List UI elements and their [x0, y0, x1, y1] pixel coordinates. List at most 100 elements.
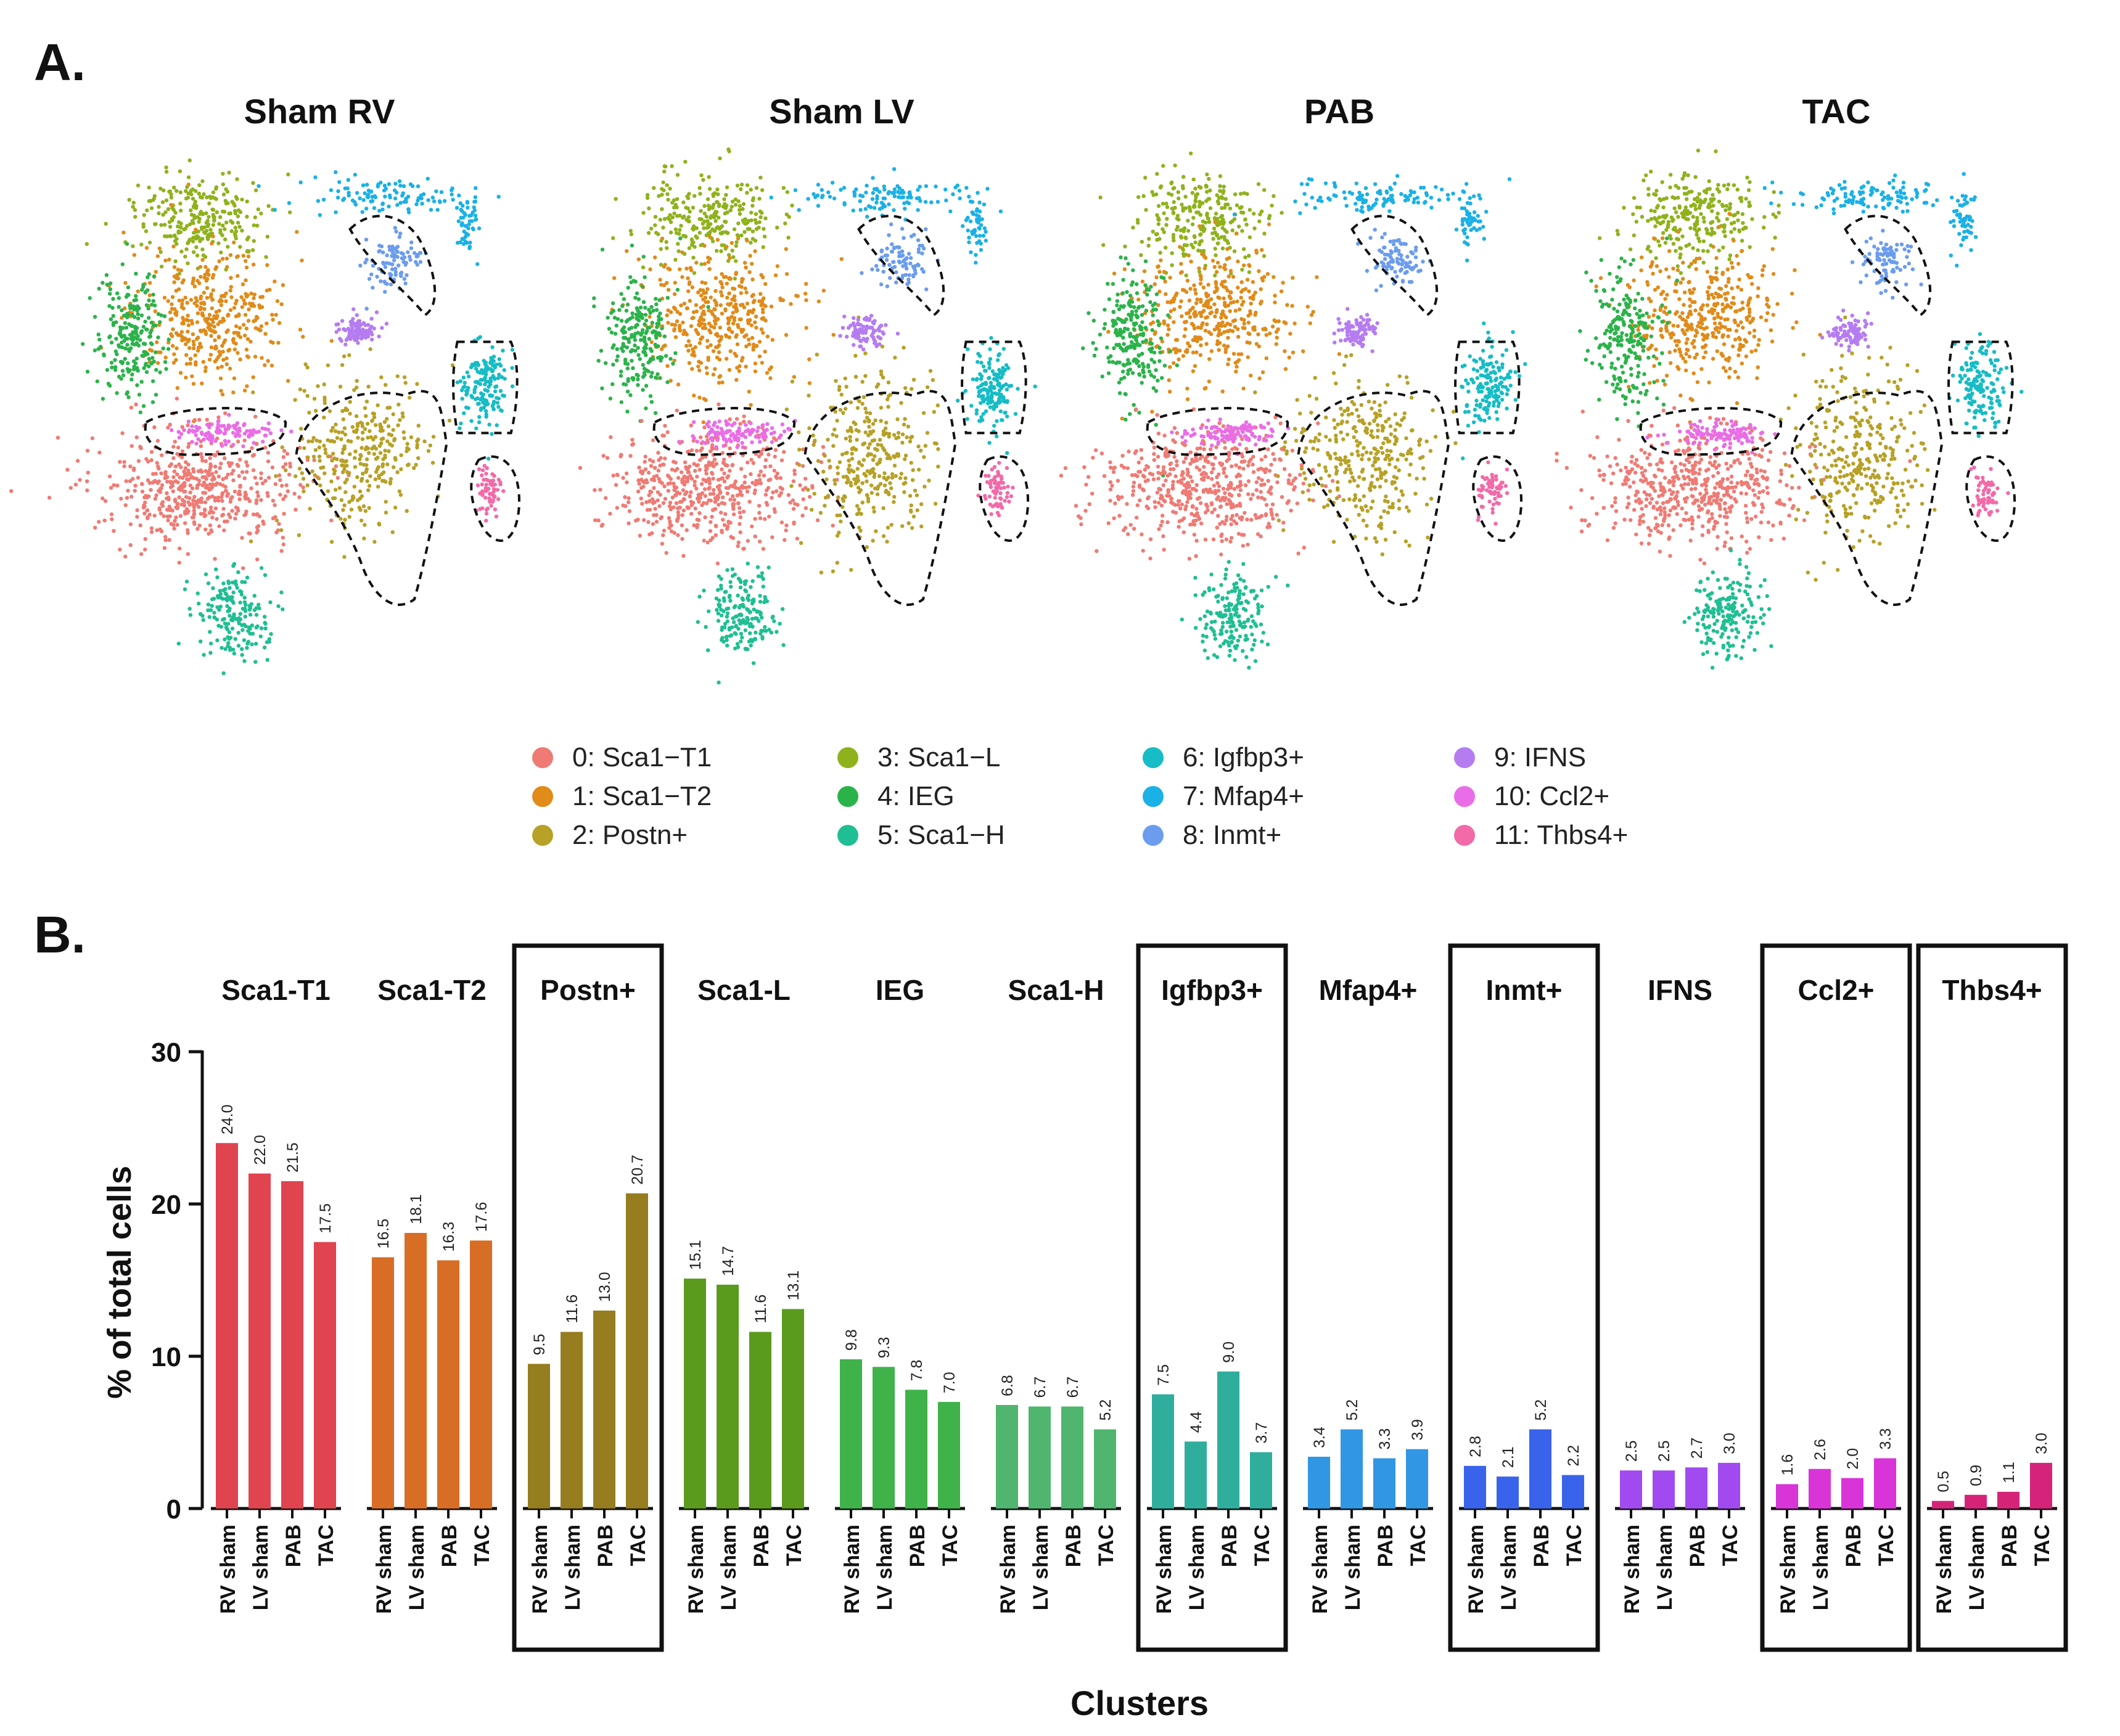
bar: [749, 1332, 771, 1509]
x-tick-label: PAB: [594, 1525, 617, 1567]
y-tick-label: 20: [151, 1190, 181, 1220]
legend-item: 0: Sca1−T1: [532, 742, 712, 772]
bar: [873, 1367, 895, 1509]
bar: [528, 1364, 550, 1509]
x-tick-label: RV sham: [1152, 1525, 1176, 1614]
bar: [1217, 1371, 1239, 1509]
legend-item: 1: Sca1−T2: [532, 781, 712, 811]
highlight-box: [512, 943, 664, 1652]
x-tick-label: PAB: [1842, 1525, 1865, 1567]
umap-panel: [9, 158, 520, 676]
bar-value-label: 6.7: [1064, 1377, 1082, 1398]
bar: [717, 1284, 739, 1509]
bar-value-label: 9.5: [531, 1334, 548, 1356]
legend-label: 11: Thbs4+: [1494, 820, 1628, 850]
bar-value-label: 2.2: [1565, 1445, 1582, 1467]
bar: [1061, 1406, 1083, 1509]
bar: [1685, 1467, 1707, 1509]
legend-swatch: [837, 786, 858, 807]
bar: [1029, 1406, 1051, 1509]
bar-value-label: 7.5: [1155, 1364, 1172, 1386]
x-tick-label: PAB: [1686, 1525, 1709, 1567]
bar: [2030, 1462, 2052, 1509]
x-tick-label: TAC: [1719, 1525, 1742, 1566]
bar-value-label: 9.0: [1220, 1341, 1238, 1363]
bar: [1308, 1457, 1330, 1509]
bar: [1094, 1429, 1116, 1509]
highlight-box: [1760, 943, 1912, 1652]
x-tick-label: RV sham: [1465, 1525, 1488, 1614]
legend-label: 10: Ccl2+: [1494, 781, 1609, 811]
umap-panel: [1555, 149, 2024, 670]
bar-value-label: 2.5: [1623, 1440, 1640, 1462]
bar: [996, 1405, 1018, 1509]
cluster-title: Sca1-H: [1008, 974, 1104, 1006]
legend-swatch: [837, 747, 858, 768]
bar: [1965, 1494, 1987, 1509]
bar: [1932, 1501, 1954, 1509]
legend-swatch: [1454, 786, 1475, 807]
bar-value-label: 4.4: [1188, 1411, 1205, 1433]
x-tick-label: PAB: [1374, 1525, 1397, 1567]
bar-value-label: 21.5: [284, 1142, 302, 1173]
legend-label: 0: Sca1−T1: [572, 742, 712, 772]
x-tick-label: TAC: [783, 1525, 806, 1566]
bar: [1841, 1478, 1863, 1509]
bar-value-label: 13.0: [596, 1272, 614, 1302]
bar-value-label: 3.4: [1311, 1427, 1328, 1448]
x-tick-label: PAB: [750, 1525, 773, 1567]
x-tick-label: RV sham: [216, 1525, 240, 1614]
x-tick-label: PAB: [438, 1525, 461, 1567]
bar-value-label: 2.5: [1656, 1440, 1673, 1462]
x-tick-label: RV sham: [1621, 1525, 1644, 1614]
x-tick-label: RV sham: [1309, 1525, 1332, 1614]
legend-item: 8: Inmt+: [1143, 820, 1281, 850]
cluster-group: Postn+ 9.5 RV sham 11.6 LV sham 13.0 PAB 20.7 TA…: [512, 943, 664, 1652]
x-tick-label: TAC: [1407, 1525, 1430, 1566]
x-tick-label: LV sham: [873, 1525, 897, 1610]
cluster-title: Thbs4+: [1942, 974, 2042, 1006]
bar-value-label: 0.5: [1935, 1471, 1952, 1492]
cluster-title: Igfbp3+: [1161, 974, 1263, 1006]
bar-value-label: 2.7: [1688, 1438, 1706, 1459]
x-axis-title: Clusters: [1070, 1684, 1209, 1722]
bar: [1997, 1491, 2019, 1509]
umap-plots: [9, 147, 2024, 685]
legend-swatch: [1143, 747, 1164, 768]
legend-item: 5: Sca1−H: [837, 820, 1005, 850]
cluster-group: IFNS 2.5 RV sham 2.5 LV sham 2.7 PAB 3.0 TAC: [1615, 974, 1745, 1614]
cluster-title: Mfap4+: [1319, 974, 1418, 1006]
bar-value-label: 18.1: [408, 1194, 425, 1224]
cluster-group: Inmt+ 2.8 RV sham 2.1 LV sham 5.2 PAB 2.2 TAC: [1448, 943, 1600, 1652]
panel-b-label: B.: [34, 906, 86, 964]
legend-swatch: [532, 825, 553, 846]
legend-label: 4: IEG: [877, 781, 955, 811]
bar-value-label: 5.2: [1097, 1399, 1114, 1421]
cluster-title: IEG: [876, 974, 924, 1006]
highlight-box: [1448, 943, 1600, 1652]
x-tick-label: TAC: [470, 1525, 494, 1566]
legend-label: 5: Sca1−H: [877, 820, 1005, 850]
legend-item: 6: Igfbp3+: [1143, 742, 1304, 772]
cluster-group: Igfbp3+ 7.5 RV sham 4.4 LV sham 9.0 PAB 3.7 TAC: [1136, 943, 1288, 1652]
legend-item: 11: Thbs4+: [1454, 820, 1628, 850]
bar-value-label: 11.6: [752, 1295, 770, 1324]
bar: [216, 1143, 238, 1509]
x-tick-label: LV sham: [1185, 1525, 1209, 1610]
legend-item: 10: Ccl2+: [1454, 781, 1609, 811]
y-tick-label: 30: [151, 1038, 181, 1068]
umap-title-sham-lv: Sham LV: [769, 92, 914, 131]
legend-item: 9: IFNS: [1454, 742, 1586, 772]
bar: [938, 1402, 960, 1509]
bar: [593, 1310, 615, 1509]
legend-item: 7: Mfap4+: [1143, 781, 1304, 811]
cluster-title: Sca1-L: [697, 974, 791, 1006]
bar-value-label: 7.8: [908, 1360, 926, 1382]
umap-title-sham-rv: Sham RV: [244, 92, 395, 131]
bar-chart: 0 10 20 30 Sca1-T1 24.0 RV sham 22.0 LV sham 21.5…: [151, 943, 2068, 1652]
bar: [1406, 1449, 1428, 1509]
bar-value-label: 15.1: [687, 1240, 704, 1270]
bar-value-label: 17.5: [317, 1203, 334, 1234]
x-tick-label: TAC: [1095, 1525, 1118, 1566]
cluster-group: Sca1-T1 24.0 RV sham 22.0 LV sham 21.5 PAB 17.5…: [211, 974, 341, 1614]
